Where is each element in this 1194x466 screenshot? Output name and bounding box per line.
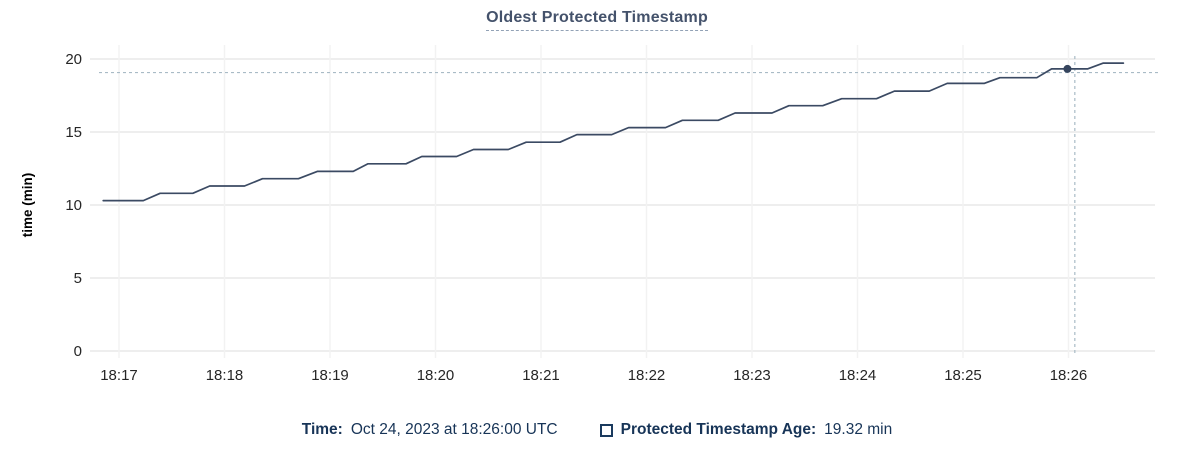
x-tick-label: 18:26 (1050, 367, 1088, 384)
x-tick-label: 18:24 (839, 367, 877, 384)
series-line-protected-timestamp-age (102, 62, 1125, 202)
x-tick-label: 18:19 (311, 367, 349, 384)
legend-series-swatch-icon (599, 423, 613, 437)
x-tick-label: 18:21 (522, 367, 560, 384)
x-tick-label: 18:17 (100, 367, 138, 384)
legend-time-value: Oct 24, 2023 at 18:26:00 UTC (350, 421, 558, 438)
plot-area[interactable] (99, 48, 1155, 358)
y-tick-label: 10 (65, 197, 82, 214)
legend: Time: Oct 24, 2023 at 18:26:00 UTC Prote… (0, 421, 1194, 439)
y-tick-label: 0 (74, 343, 82, 360)
y-tick-label: 5 (74, 270, 82, 287)
legend-series-label: Protected Timestamp Age: (620, 421, 817, 438)
y-tick-label: 15 (65, 124, 82, 141)
x-tick-label: 18:22 (628, 367, 666, 384)
data-point-marker (1063, 64, 1072, 73)
legend-time: Time: Oct 24, 2023 at 18:26:00 UTC (302, 421, 558, 439)
x-tick-label: 18:20 (417, 367, 455, 384)
y-axis-label: time (min) (20, 173, 35, 238)
x-tick-label: 18:25 (944, 367, 982, 384)
x-tick-label: 18:18 (206, 367, 244, 384)
chart-title[interactable]: Oldest Protected Timestamp (486, 9, 708, 31)
y-tick-label: 20 (65, 51, 82, 68)
chart-area-wrap: 0 5 10 15 20 18:17 18:18 18:19 18:20 18:21 18:22 18… (20, 45, 1159, 384)
legend-time-label: Time: (301, 421, 343, 438)
timeseries-chart: 0 5 10 15 20 18:17 18:18 18:19 18:20 18:21 18:22 18… (20, 45, 1159, 384)
legend-item-protected-timestamp-age[interactable]: Protected Timestamp Age: 19.32 min (599, 421, 893, 439)
legend-series-value: 19.32 min (824, 421, 893, 438)
chart-title-row: Oldest Protected Timestamp (0, 9, 1194, 31)
x-tick-label: 18:23 (733, 367, 771, 384)
